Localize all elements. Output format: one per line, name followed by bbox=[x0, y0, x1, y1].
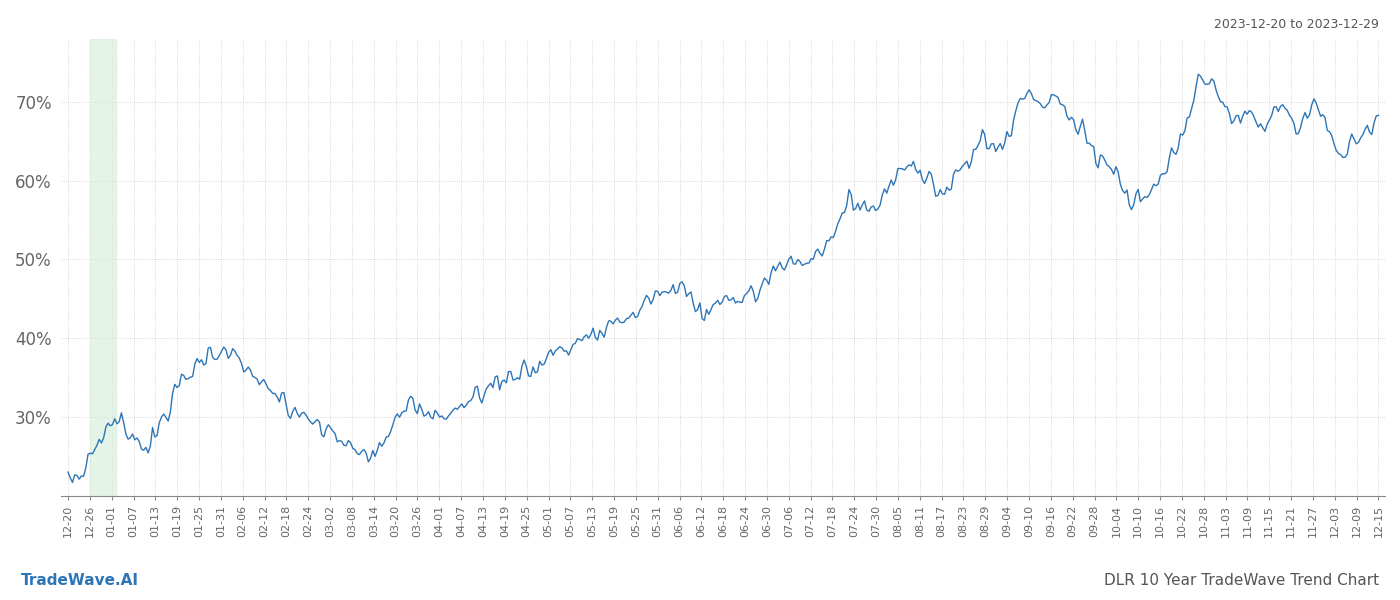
Bar bbox=[90, 39, 116, 496]
Text: DLR 10 Year TradeWave Trend Chart: DLR 10 Year TradeWave Trend Chart bbox=[1103, 573, 1379, 588]
Text: TradeWave.AI: TradeWave.AI bbox=[21, 573, 139, 588]
Text: 2023-12-20 to 2023-12-29: 2023-12-20 to 2023-12-29 bbox=[1214, 18, 1379, 31]
